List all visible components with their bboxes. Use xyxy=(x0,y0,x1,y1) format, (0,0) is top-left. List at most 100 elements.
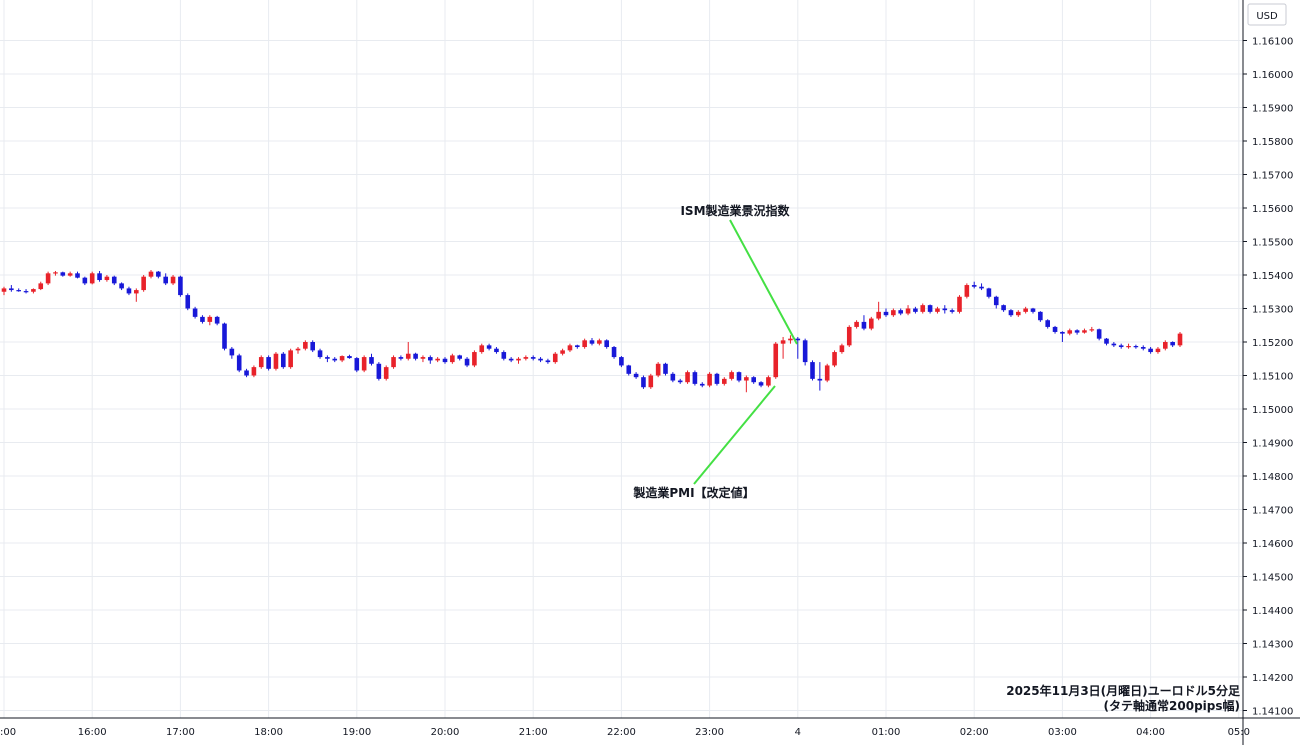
candle-body xyxy=(464,358,470,366)
y-tick-label: 1.14600 xyxy=(1252,539,1293,550)
candle xyxy=(141,275,146,292)
candle xyxy=(1148,347,1153,354)
candle xyxy=(611,346,617,359)
candle-body xyxy=(692,372,698,384)
candle-body xyxy=(1082,330,1087,333)
candle xyxy=(310,340,315,353)
currency-box[interactable] xyxy=(1247,3,1287,26)
candle xyxy=(575,344,580,349)
candle-body xyxy=(1155,348,1161,353)
y-tick-label: 1.14100 xyxy=(1252,707,1293,718)
candle xyxy=(1067,328,1073,336)
candle xyxy=(192,306,198,319)
candle-body xyxy=(361,357,367,371)
candle-body xyxy=(23,291,29,293)
y-tick-label: 1.15100 xyxy=(1252,372,1293,383)
candle-body xyxy=(655,363,661,376)
candle xyxy=(244,368,249,378)
candle-body xyxy=(1,288,7,292)
candle xyxy=(1023,306,1028,314)
y-tick-label: 1.16000 xyxy=(1252,70,1293,81)
candle xyxy=(780,336,786,359)
candle-body xyxy=(501,352,507,359)
candle xyxy=(891,308,896,317)
candle-body xyxy=(1008,310,1014,316)
candle-body xyxy=(619,357,624,366)
candle-body xyxy=(545,360,551,363)
candle xyxy=(1060,331,1065,342)
candle xyxy=(663,362,668,376)
candle-body xyxy=(104,276,110,281)
candle-body xyxy=(1118,345,1124,348)
candle-body xyxy=(472,352,477,366)
candle-body xyxy=(626,365,632,374)
candle xyxy=(788,335,793,344)
candle-body xyxy=(677,380,683,383)
candle-body xyxy=(744,377,749,381)
x-tick-label: 01:00 xyxy=(872,727,901,738)
candle-body xyxy=(751,377,756,383)
candle xyxy=(1008,309,1014,317)
candle-body xyxy=(582,340,587,348)
candle xyxy=(501,350,507,361)
candle-body xyxy=(273,353,279,369)
candle-body xyxy=(824,365,830,381)
candle xyxy=(920,303,926,314)
candle-body xyxy=(1126,346,1131,348)
candle xyxy=(156,270,161,279)
candle xyxy=(949,308,955,314)
candle xyxy=(1133,344,1139,349)
y-tick-label: 1.15000 xyxy=(1252,405,1293,416)
candle xyxy=(832,350,837,368)
candle xyxy=(38,281,44,291)
candle-body xyxy=(729,372,734,379)
candle-body xyxy=(67,273,73,276)
candle-body xyxy=(663,363,668,374)
candle xyxy=(1074,329,1080,335)
candle xyxy=(685,370,690,384)
candle xyxy=(641,375,646,389)
candle-body xyxy=(979,286,984,289)
candle xyxy=(942,305,948,314)
candle xyxy=(420,355,426,363)
candle-body xyxy=(949,310,955,312)
candle-body xyxy=(795,338,801,341)
candle xyxy=(648,373,654,389)
annotation-line-ism xyxy=(729,219,798,345)
candle-body xyxy=(295,348,301,351)
candle xyxy=(332,357,338,363)
candle xyxy=(450,353,455,364)
candle-body xyxy=(1104,338,1109,344)
candle xyxy=(545,358,551,364)
candle-body xyxy=(134,290,139,294)
candle xyxy=(854,320,859,329)
candle xyxy=(670,372,676,383)
candle-body xyxy=(192,308,198,317)
candle xyxy=(1016,310,1021,317)
x-tick-label: 05:0 xyxy=(1228,727,1250,738)
candle xyxy=(567,343,573,353)
currency-selector[interactable]: USD xyxy=(1247,3,1287,26)
candle xyxy=(971,281,977,289)
candle-body xyxy=(369,357,374,364)
candle xyxy=(1126,343,1131,349)
candle xyxy=(383,365,389,381)
candle xyxy=(1170,341,1175,348)
candle-body xyxy=(405,353,411,359)
candle-body xyxy=(935,308,940,312)
candle-body xyxy=(420,357,426,359)
candle-body xyxy=(530,357,536,359)
candle-body xyxy=(251,367,257,376)
y-tick-label: 1.15900 xyxy=(1252,104,1293,115)
candle-body xyxy=(317,350,323,358)
candle xyxy=(516,357,521,364)
candle xyxy=(993,295,999,309)
candle xyxy=(361,355,367,373)
candle xyxy=(75,271,80,279)
annotation-ism: ISM製造業景況指数 xyxy=(680,203,790,218)
y-tick-label: 1.14800 xyxy=(1252,472,1293,483)
candle xyxy=(97,270,102,282)
candle xyxy=(67,271,73,277)
candle-body xyxy=(898,310,903,314)
candle-body xyxy=(722,378,727,384)
